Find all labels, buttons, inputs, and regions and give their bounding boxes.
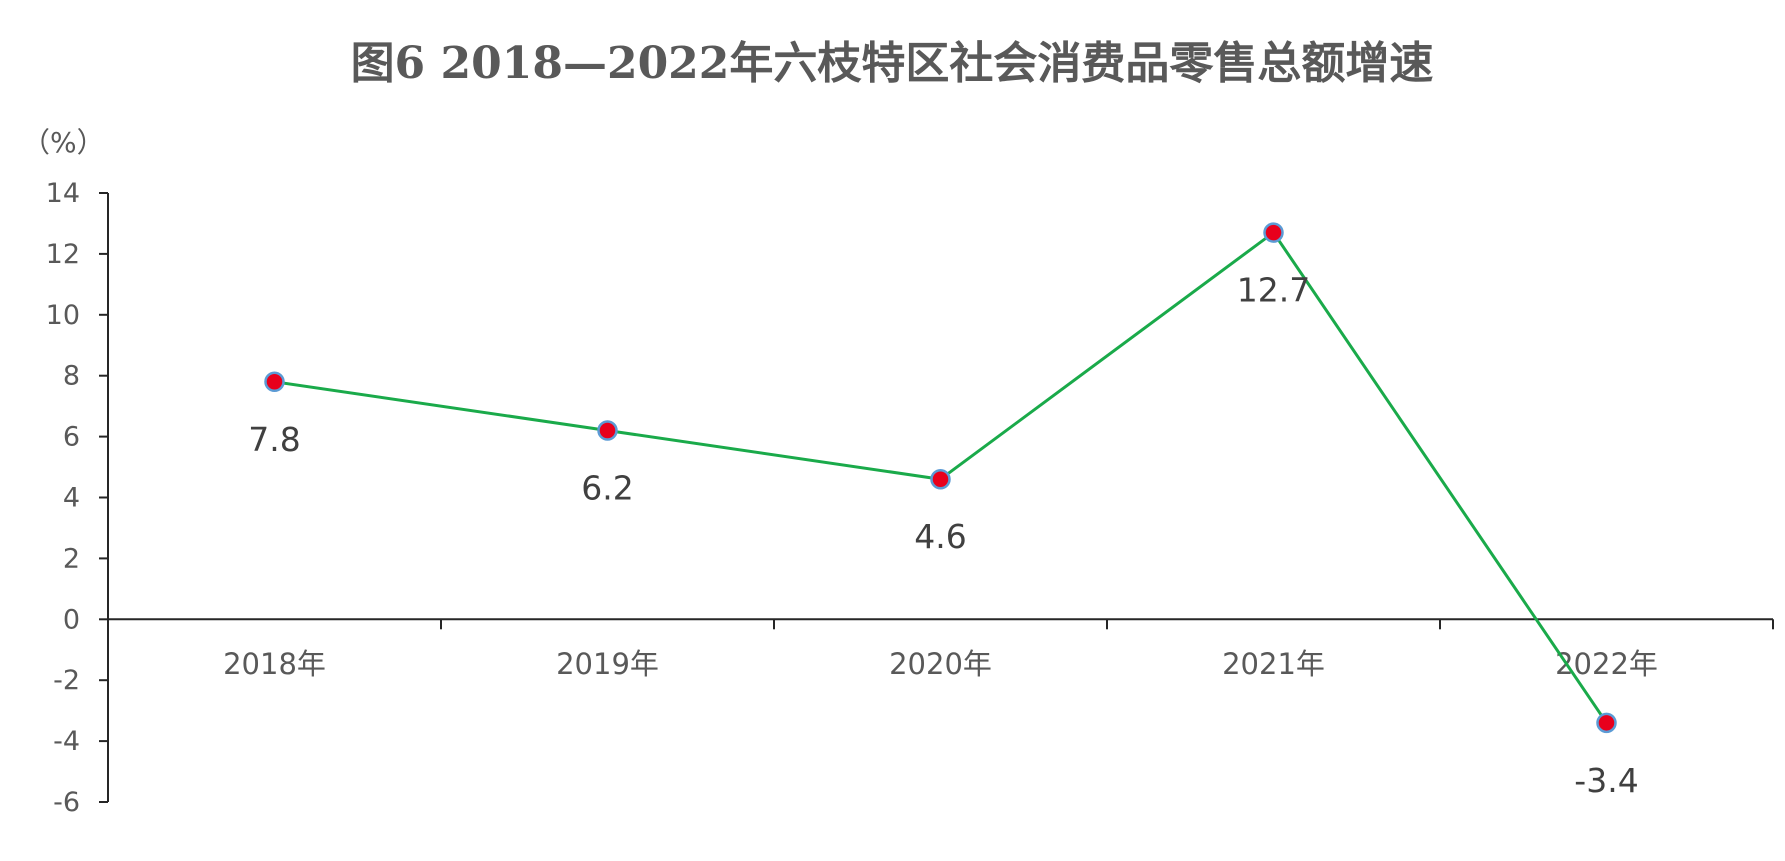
x-axis-ticks: 2018年 2019年 2020年 2021年 2022年 <box>223 647 1658 681</box>
data-point-marker <box>930 468 951 490</box>
data-point-marker <box>264 371 285 393</box>
data-point-marker <box>597 420 618 441</box>
y-tick-label: 4 <box>63 483 80 514</box>
y-tick-label: -4 <box>53 726 80 757</box>
y-axis-unit-label: （%） <box>22 126 105 159</box>
x-tick-label: 2019年 <box>556 647 659 681</box>
chart-title: 图6 2018—2022年六枝特区社会消费品零售总额增速 <box>351 38 1434 89</box>
y-tick-label: 8 <box>63 361 80 392</box>
y-tick-label: -6 <box>53 787 80 818</box>
data-label: -3.4 <box>1574 761 1638 800</box>
data-points <box>264 222 1617 734</box>
y-tick-label: 12 <box>46 239 80 270</box>
y-tick-label: 10 <box>46 300 80 331</box>
data-point-marker <box>1263 222 1284 243</box>
y-tick-label: 14 <box>46 178 80 209</box>
x-tick-label: 2018年 <box>223 647 326 681</box>
x-tick-label: 2020年 <box>889 647 992 681</box>
y-tick-label: -2 <box>53 665 80 696</box>
data-point-marker <box>1596 712 1617 734</box>
y-tick-label: 6 <box>63 422 80 453</box>
data-label: 12.7 <box>1237 271 1310 310</box>
data-labels: 7.8 6.2 4.6 12.7 -3.4 <box>248 271 1638 800</box>
data-label: 6.2 <box>581 469 633 508</box>
data-label: 7.8 <box>248 420 300 459</box>
y-tick-label: 0 <box>63 604 80 635</box>
y-axis-ticks: 14 12 10 8 6 4 2 0 -2 -4 -6 <box>46 178 108 818</box>
x-tick-label: 2021年 <box>1222 647 1325 681</box>
y-tick-label: 2 <box>63 543 80 574</box>
data-label: 4.6 <box>914 517 966 556</box>
axes <box>107 193 1774 802</box>
x-tick-label: 2022年 <box>1555 647 1658 681</box>
